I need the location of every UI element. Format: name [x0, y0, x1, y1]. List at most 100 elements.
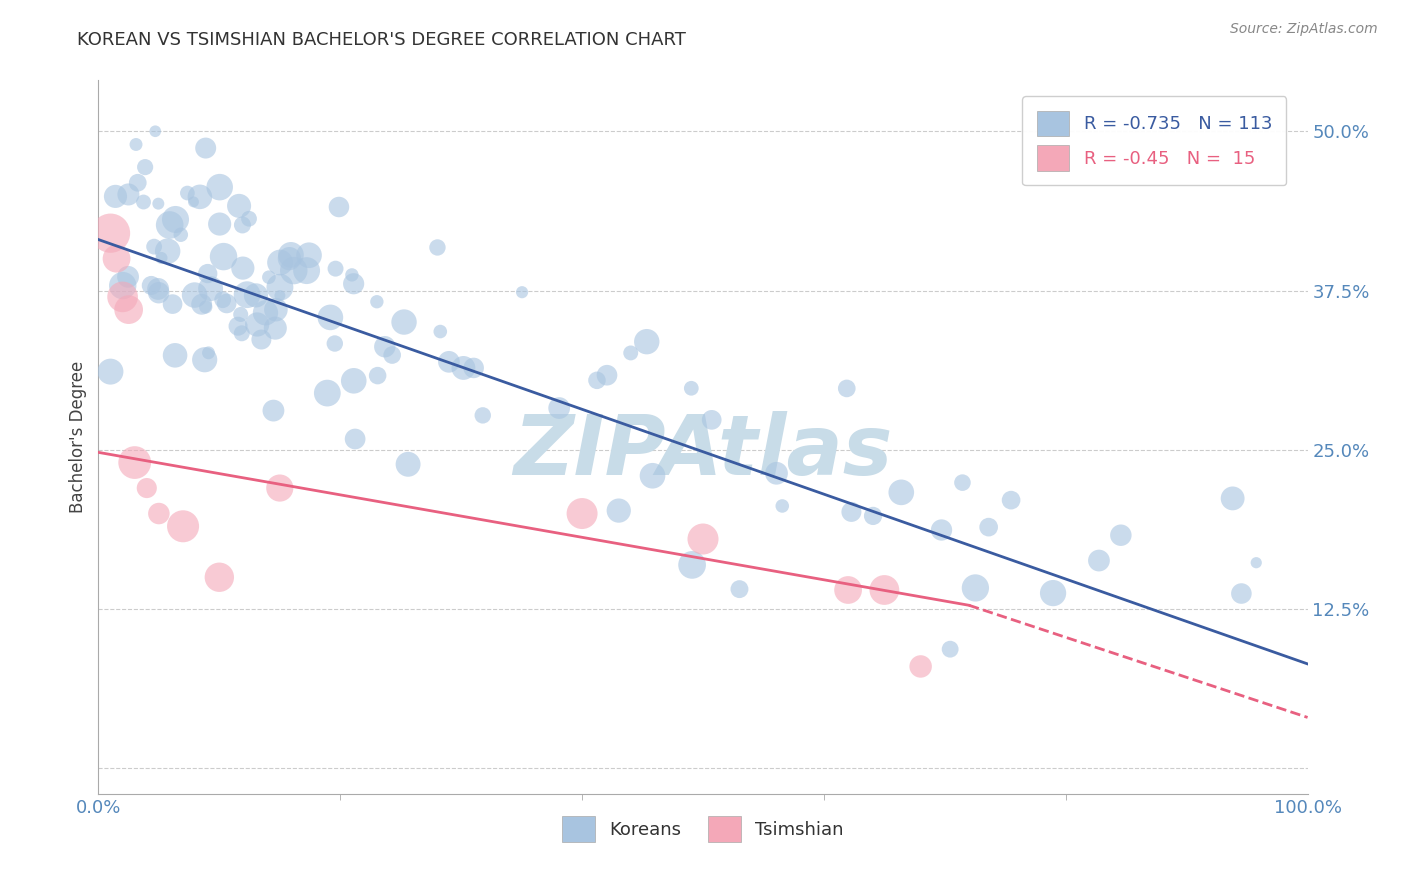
- Point: [471, 409, 494, 423]
- Point: [269, 255, 291, 269]
- Y-axis label: Bachelor's Degree: Bachelor's Degree: [69, 361, 87, 513]
- Point: [183, 194, 205, 209]
- Point: [910, 659, 932, 673]
- Point: [765, 467, 787, 481]
- Point: [965, 581, 987, 595]
- Point: [977, 520, 1000, 534]
- Point: [1088, 553, 1111, 567]
- Point: [367, 368, 389, 383]
- Point: [340, 268, 363, 282]
- Point: [245, 288, 267, 302]
- Point: [343, 277, 366, 291]
- Point: [228, 199, 250, 213]
- Point: [1042, 586, 1064, 600]
- Point: [319, 310, 342, 325]
- Legend: Koreans, Tsimshian: Koreans, Tsimshian: [548, 802, 858, 856]
- Point: [100, 226, 122, 240]
- Point: [165, 348, 187, 362]
- Point: [316, 386, 339, 401]
- Point: [194, 300, 217, 314]
- Point: [325, 261, 347, 276]
- Point: [188, 190, 211, 204]
- Point: [328, 200, 350, 214]
- Point: [194, 352, 217, 367]
- Point: [111, 278, 134, 293]
- Point: [636, 334, 658, 349]
- Point: [231, 326, 253, 341]
- Point: [262, 403, 284, 417]
- Point: [1244, 556, 1267, 570]
- Point: [295, 263, 318, 277]
- Point: [170, 227, 193, 242]
- Point: [134, 160, 156, 174]
- Point: [172, 519, 194, 533]
- Point: [1109, 528, 1132, 542]
- Point: [607, 503, 630, 517]
- Point: [148, 507, 170, 521]
- Point: [837, 582, 859, 597]
- Point: [620, 346, 643, 360]
- Point: [143, 124, 166, 138]
- Point: [453, 360, 475, 375]
- Point: [841, 505, 863, 519]
- Point: [105, 252, 128, 266]
- Point: [141, 278, 163, 293]
- Point: [426, 240, 449, 254]
- Point: [118, 302, 141, 317]
- Point: [156, 244, 179, 259]
- Text: Source: ZipAtlas.com: Source: ZipAtlas.com: [1230, 22, 1378, 37]
- Point: [135, 481, 157, 495]
- Point: [298, 248, 321, 262]
- Point: [862, 508, 884, 523]
- Point: [238, 211, 260, 226]
- Point: [931, 523, 953, 537]
- Point: [280, 248, 302, 262]
- Point: [159, 218, 181, 232]
- Point: [890, 485, 912, 500]
- Point: [229, 308, 252, 322]
- Point: [366, 294, 388, 309]
- Point: [236, 287, 259, 301]
- Point: [952, 475, 974, 490]
- Point: [208, 217, 231, 231]
- Point: [150, 251, 173, 265]
- Point: [127, 176, 149, 190]
- Point: [257, 270, 280, 285]
- Point: [146, 282, 169, 296]
- Point: [1222, 491, 1244, 506]
- Point: [132, 194, 155, 209]
- Point: [148, 285, 170, 300]
- Point: [117, 187, 139, 202]
- Point: [264, 321, 287, 335]
- Point: [344, 432, 367, 446]
- Point: [510, 285, 533, 300]
- Point: [323, 336, 346, 351]
- Point: [148, 196, 170, 211]
- Point: [124, 456, 146, 470]
- Point: [176, 186, 198, 200]
- Point: [111, 290, 134, 304]
- Point: [197, 267, 219, 281]
- Point: [232, 261, 254, 276]
- Text: KOREAN VS TSIMSHIAN BACHELOR'S DEGREE CORRELATION CHART: KOREAN VS TSIMSHIAN BACHELOR'S DEGREE CO…: [77, 31, 686, 49]
- Point: [211, 293, 233, 307]
- Point: [100, 365, 122, 379]
- Point: [208, 570, 231, 584]
- Point: [278, 252, 301, 266]
- Point: [190, 297, 212, 311]
- Point: [463, 360, 485, 375]
- Point: [1000, 493, 1022, 508]
- Point: [162, 297, 184, 311]
- Point: [374, 340, 396, 354]
- Point: [231, 218, 253, 232]
- Point: [343, 374, 366, 388]
- Point: [939, 642, 962, 657]
- Point: [392, 315, 415, 329]
- Point: [381, 348, 404, 362]
- Point: [269, 288, 291, 302]
- Point: [586, 373, 609, 387]
- Point: [283, 263, 305, 277]
- Point: [835, 381, 858, 395]
- Point: [571, 507, 593, 521]
- Point: [264, 302, 287, 317]
